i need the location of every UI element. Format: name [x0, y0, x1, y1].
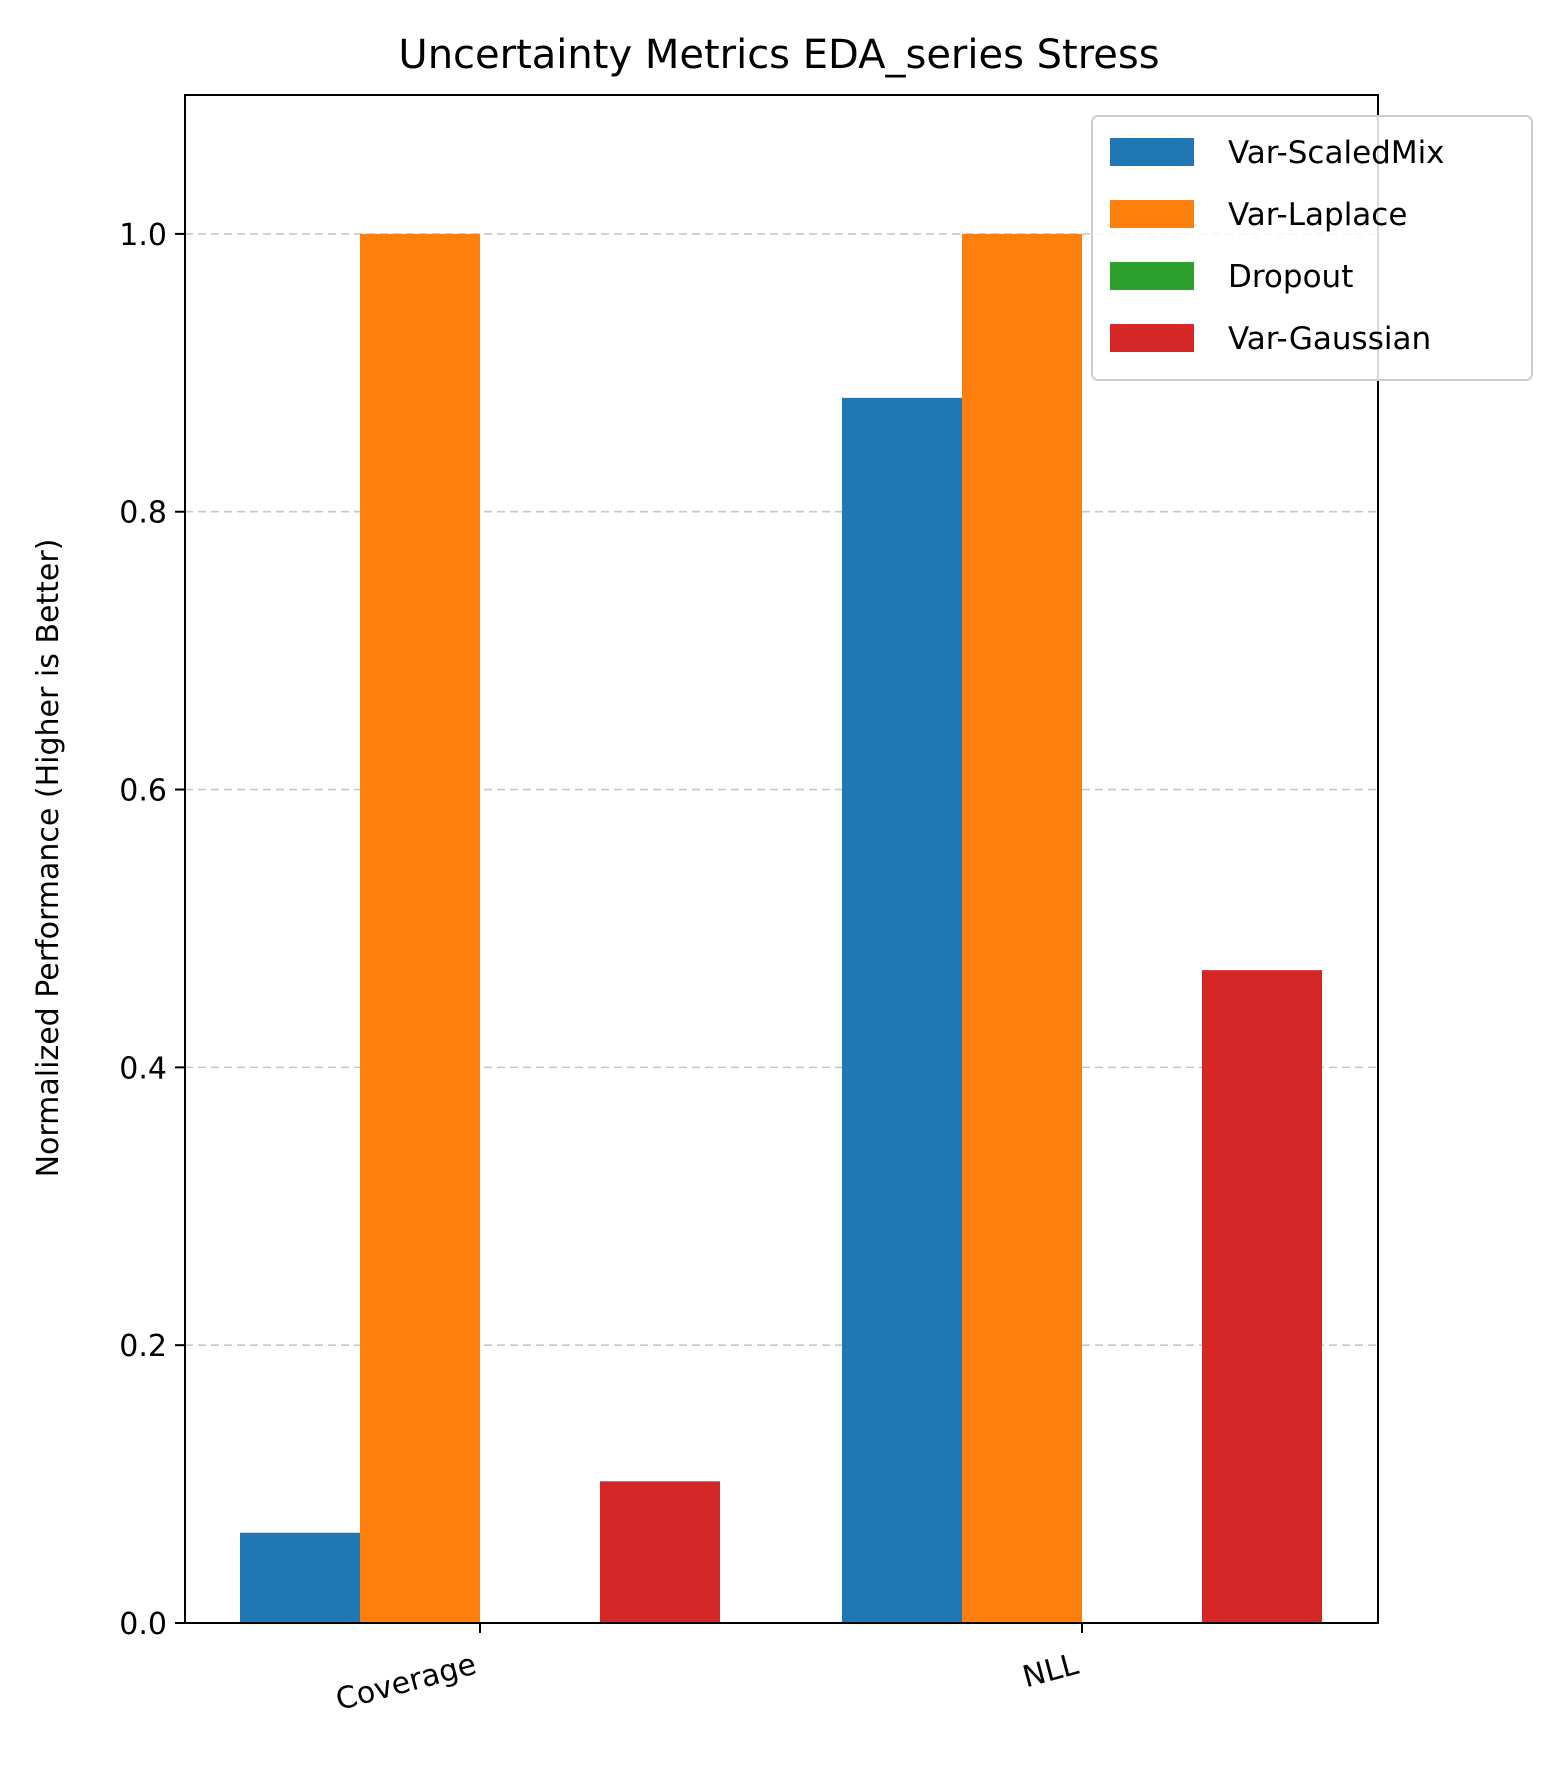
legend-swatch [1110, 200, 1194, 228]
y-tick-label: 0.4 [119, 1051, 167, 1086]
legend-label: Var-Laplace [1228, 197, 1407, 233]
bars [240, 233, 1322, 1624]
bar-var-gaussian-nll [1202, 970, 1322, 1623]
bar-var-laplace-coverage [360, 233, 480, 1624]
legend-swatch [1110, 324, 1194, 352]
legend: Var-ScaledMix Var-Laplace Dropout Var-Gauss… [1091, 115, 1533, 381]
y-tick-label: 0.6 [119, 774, 167, 809]
legend-label: Dropout [1228, 259, 1353, 295]
chart-title: Uncertainty Metrics EDA_series Stress [398, 32, 1159, 78]
bar-var-scaledmix-nll [842, 397, 962, 1624]
legend-label: Var-ScaledMix [1228, 135, 1445, 171]
y-axis-label: Normalized Performance (Higher is Better… [31, 539, 66, 1178]
y-tick-label: 1.0 [119, 218, 167, 253]
legend-swatch [1110, 262, 1194, 290]
plot-frame [184, 94, 1379, 1624]
y-tick-label: 0.8 [119, 496, 167, 531]
legend-box [1091, 115, 1533, 381]
bar-var-gaussian-coverage [600, 1481, 720, 1623]
bar-var-scaledmix-coverage [240, 1532, 360, 1623]
legend-swatch [1110, 138, 1194, 166]
legend-label: Var-Gaussian [1228, 321, 1431, 357]
bar-var-laplace-nll [962, 233, 1082, 1624]
y-tick-label: 0.2 [119, 1329, 167, 1364]
y-tick-label: 0.0 [119, 1607, 167, 1642]
